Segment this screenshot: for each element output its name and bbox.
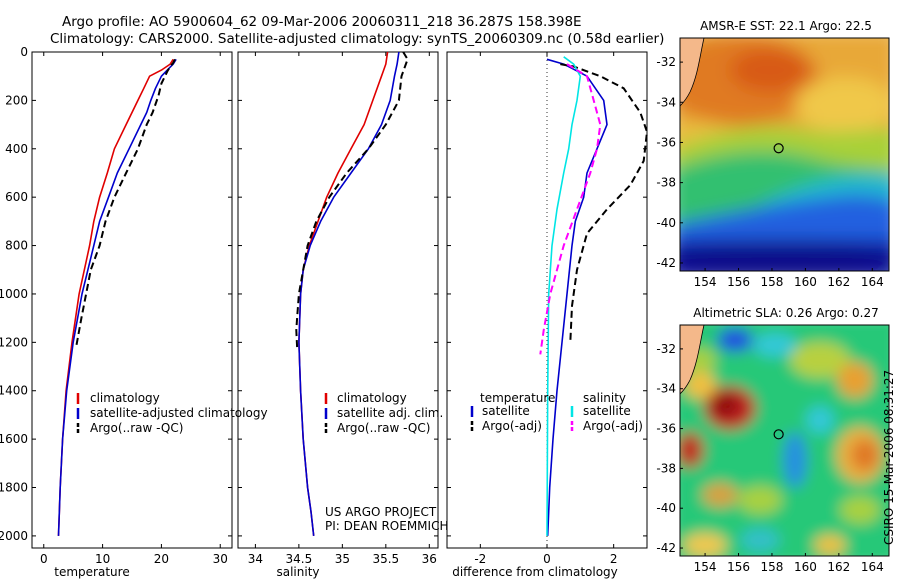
series-line-satellite-adjusted-climatology	[57, 58, 177, 536]
salinity-legend: climatology satellite adj. clim. Argo(..…	[324, 391, 443, 435]
x-tick-label: 156	[727, 275, 750, 289]
series-line-salinity-satellite	[546, 56, 582, 536]
x-tick-label: 162	[827, 560, 850, 574]
x-tick-label: 10	[95, 552, 110, 566]
y-tick-label: 1800	[0, 481, 28, 495]
x-tick-label: 20	[154, 552, 169, 566]
y-tick-label: 200	[5, 93, 28, 107]
x-tick-label: 162	[827, 275, 850, 289]
series-line-climatology	[57, 58, 174, 536]
x-tick-label: 164	[861, 275, 884, 289]
x-tick-label: 154	[694, 275, 717, 289]
series-line-argo-raw-qc-	[295, 51, 409, 348]
legend-label-satellite-adj: satellite adj. clim.	[337, 406, 443, 420]
series-line-temperature-satellite	[546, 58, 608, 536]
sst-map-axes: 154 156 158 160 162 164 -32 -34 -36 -38 -40 -42	[656, 55, 883, 289]
y-tick-label: -42	[656, 256, 676, 270]
y-tick-label: -38	[656, 461, 676, 475]
legend-label-climatology: climatology	[90, 391, 160, 405]
x-tick-label: -2	[474, 552, 486, 566]
y-tick-label: -32	[656, 342, 676, 356]
y-tick-label: 800	[5, 239, 28, 253]
sla-map-frame	[679, 324, 890, 557]
x-tick-label: 35.5	[372, 552, 399, 566]
legend-header-salinity: salinity	[583, 391, 626, 405]
x-tick-label: 158	[761, 560, 784, 574]
y-tick-label: -36	[656, 135, 676, 149]
y-tick-label: 2000	[0, 529, 28, 543]
x-tick-label: 154	[694, 560, 717, 574]
x-tick-label: 34.5	[286, 552, 313, 566]
legend-label-argo: Argo(..raw -QC)	[337, 421, 430, 435]
salinity-plot: 34 34.5 35 35.5 36 salinity	[237, 51, 439, 579]
x-axis-label: salinity	[276, 565, 319, 579]
y-tick-label: 1000	[0, 287, 28, 301]
x-tick-label: 2	[610, 552, 618, 566]
plot-frame	[31, 51, 233, 549]
difference-legend: temperature salinity satellite Argo(-adj…	[470, 391, 643, 433]
x-tick-label: 160	[794, 560, 817, 574]
y-tick-label: 1400	[0, 384, 28, 398]
x-tick-label: 0	[40, 552, 48, 566]
legend-label-sal-satellite: satellite	[583, 404, 631, 418]
sla-profile-marker	[773, 429, 784, 440]
y-tick-label: -38	[656, 176, 676, 190]
x-tick-label: 0	[543, 552, 551, 566]
x-tick-label: 36	[422, 552, 437, 566]
series-line-satellite-adj-clim-	[298, 51, 400, 536]
y-tick-label: -36	[656, 422, 676, 436]
series-line-argo-raw-qc-	[75, 58, 176, 348]
y-tick-label: -42	[656, 541, 676, 555]
sla-map	[680, 325, 889, 556]
y-tick-label: -40	[656, 216, 676, 230]
sst-map	[680, 38, 889, 271]
y-tick-label: -32	[656, 55, 676, 69]
y-tick-label: 1600	[0, 432, 28, 446]
legend-label-climatology: climatology	[337, 391, 407, 405]
project-note-line-1: US ARGO PROJECT	[325, 505, 437, 519]
y-tick-label: -34	[656, 95, 676, 109]
y-tick-label: -40	[656, 501, 676, 515]
x-axis-label: temperature	[54, 565, 129, 579]
legend-label-temp-argo: Argo(-adj)	[482, 419, 542, 433]
x-tick-label: 34	[248, 552, 263, 566]
project-note-line-2: PI: DEAN ROEMMICH	[325, 519, 448, 533]
x-tick-label: 156	[727, 560, 750, 574]
x-tick-label: 164	[861, 560, 884, 574]
legend-label-temp-satellite: satellite	[482, 404, 530, 418]
legend-label-satellite-adjusted: satellite-adjusted climatology	[90, 406, 268, 420]
series-line-temperature-argo-adj-	[560, 63, 648, 343]
x-tick-label: 35	[335, 552, 350, 566]
x-axis-label: difference from climatology	[452, 565, 618, 579]
legend-label-sal-argo: Argo(-adj)	[583, 419, 643, 433]
y-tick-label: 0	[20, 45, 28, 59]
y-tick-label: 600	[5, 190, 28, 204]
x-tick-label: 158	[761, 275, 784, 289]
legend-header-temperature: temperature	[480, 391, 555, 405]
header-line-1: Argo profile: AO 5900604_62 09-Mar-2006 …	[62, 14, 582, 30]
y-tick-label: -34	[656, 382, 676, 396]
y-tick-label: 1200	[0, 335, 28, 349]
sst-profile-marker	[773, 143, 784, 154]
series-line-salinity-argo-adj-	[539, 63, 602, 355]
x-tick-label: 30	[213, 552, 228, 566]
temperature-plot: 0 10 20 30 0 200 400 600 800 1000 1200 1400 1600 1800…	[0, 45, 233, 579]
sst-map-title: AMSR-E SST: 22.1 Argo: 22.5	[700, 19, 872, 33]
side-label: CSIRO 15-Mar-2006 08:31:27	[882, 370, 896, 545]
header-line-2: Climatology: CARS2000. Satellite-adjuste…	[50, 31, 664, 47]
legend-label-argo: Argo(..raw -QC)	[90, 421, 183, 435]
sla-map-title: Altimetric SLA: 0.26 Argo: 0.27	[693, 306, 878, 320]
y-tick-label: 400	[5, 142, 28, 156]
temperature-legend: climatology satellite-adjusted climatolo…	[76, 391, 268, 435]
sst-map-frame	[679, 37, 890, 272]
sla-map-axes: 154 156 158 160 162 164 -32 -34 -36 -38 -40 -42	[656, 342, 883, 574]
plot-frame	[237, 51, 439, 549]
x-tick-label: 160	[794, 275, 817, 289]
series-line-climatology	[298, 51, 389, 536]
